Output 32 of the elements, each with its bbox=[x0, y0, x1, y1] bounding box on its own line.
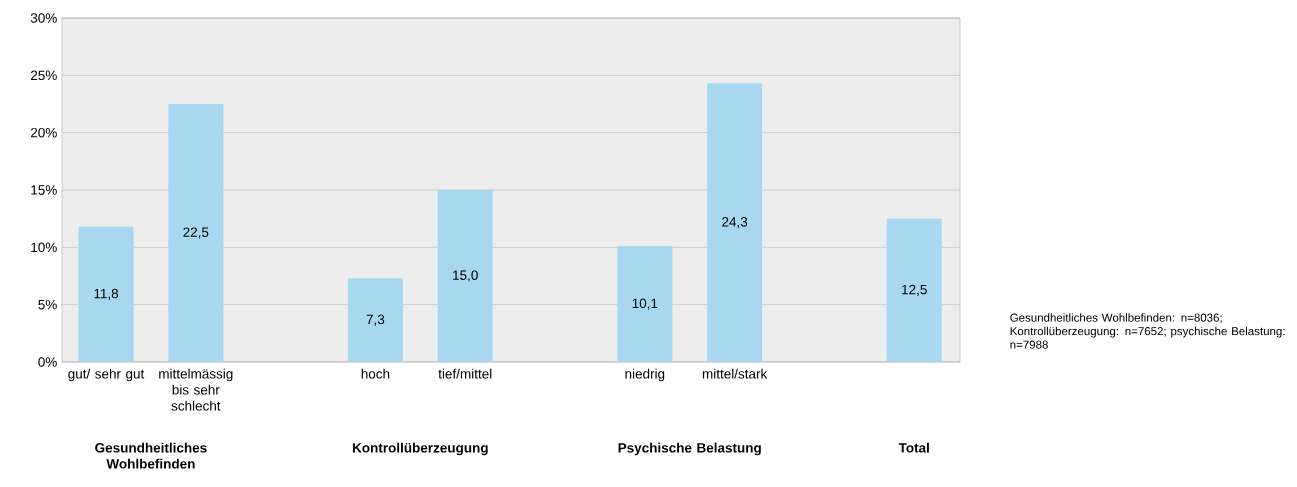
x-tick-label: niedrig bbox=[625, 368, 665, 382]
data-label: 11,8 bbox=[94, 288, 119, 300]
y-tick-label: 5% bbox=[38, 299, 57, 310]
y-tick-label: 30% bbox=[30, 13, 57, 23]
y-tick-label: 0% bbox=[38, 357, 57, 367]
data-label: 10,1 bbox=[632, 298, 658, 310]
data-label: 15,0 bbox=[453, 270, 478, 282]
x-tick-label: gut/ sehr gut bbox=[68, 368, 145, 382]
bar bbox=[617, 246, 673, 362]
bar bbox=[78, 226, 134, 362]
bar bbox=[347, 278, 403, 362]
x-tick-label: tief/mittel bbox=[438, 368, 492, 379]
x-tick-label: hoch bbox=[361, 368, 390, 379]
data-label: 22,5 bbox=[183, 227, 209, 239]
data-label: 7,3 bbox=[366, 314, 385, 326]
data-label: 12,5 bbox=[902, 284, 927, 296]
text: Kontrollüberzeugung bbox=[352, 442, 488, 456]
text: Gesundheitliches Wohlbefinden bbox=[95, 442, 207, 469]
data-label: 24,3 bbox=[722, 217, 748, 229]
text: Psychische Belastung bbox=[618, 442, 761, 456]
bar bbox=[707, 83, 763, 362]
y-tick-label: 25% bbox=[30, 70, 57, 81]
y-tick-label: 10% bbox=[31, 242, 57, 253]
bar bbox=[437, 189, 493, 362]
x-tick-label: mittelmässig bis sehr schlecht bbox=[159, 368, 233, 411]
x-tick-label: mittel/stark bbox=[702, 368, 768, 379]
text: Gesundheitliches Wohlbefinden: n=8036; Kontrollüberzeugung: n=7652; psychische Belastung: n=7988 bbox=[1010, 313, 1285, 349]
y-tick-label: 20% bbox=[30, 127, 57, 138]
bar bbox=[168, 103, 224, 362]
text: Total bbox=[898, 442, 929, 453]
bar bbox=[886, 218, 942, 362]
y-tick-label: 15% bbox=[31, 185, 57, 195]
